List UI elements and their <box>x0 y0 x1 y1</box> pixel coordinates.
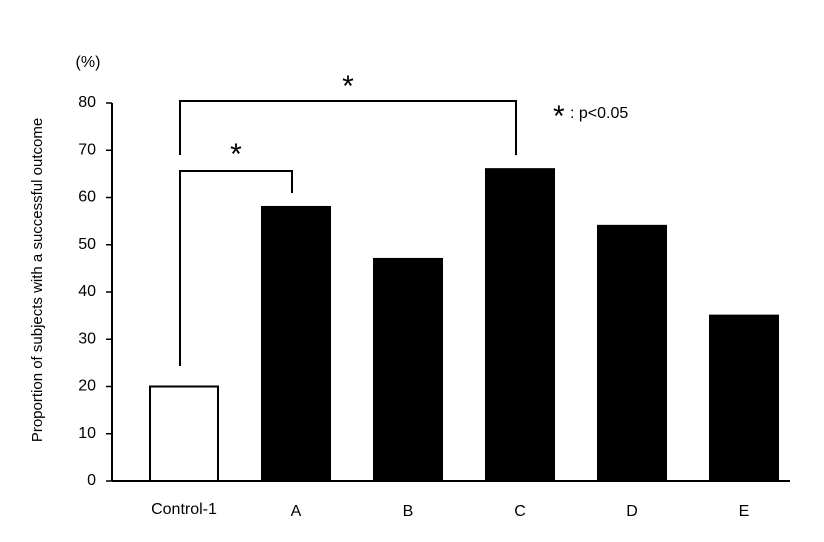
bar <box>373 257 443 482</box>
x-tick-label: A <box>291 503 302 520</box>
y-tick-label: 50 <box>78 236 96 253</box>
significance-bracket <box>179 170 293 366</box>
y-tick-label: 20 <box>78 378 96 395</box>
bar <box>149 385 219 482</box>
significance-star: * <box>230 138 242 171</box>
bar <box>485 168 555 482</box>
bar <box>261 205 331 482</box>
y-tick-label: 80 <box>78 94 96 111</box>
significance-bracket <box>179 100 517 156</box>
note-text: : p<0.05 <box>570 105 628 122</box>
y-axis-label: Proportion of subjects with a successful… <box>29 118 46 442</box>
bar <box>709 314 779 482</box>
y-tick-label: 60 <box>78 189 96 206</box>
y-tick-label: 0 <box>87 472 96 489</box>
x-tick-label: E <box>739 503 750 520</box>
y-unit: (%) <box>76 54 101 71</box>
x-tick-label: Control-1 <box>151 501 217 518</box>
x-tick-label: D <box>626 503 638 520</box>
y-tick-label: 40 <box>78 283 96 300</box>
y-tick-label: 70 <box>78 141 96 158</box>
x-tick-label: B <box>403 503 414 520</box>
bar <box>597 224 667 482</box>
x-tick-label: C <box>514 503 526 520</box>
note-symbol: * <box>553 100 565 133</box>
significance-star: * <box>342 70 354 103</box>
y-tick-label: 30 <box>78 330 96 347</box>
y-tick-label: 10 <box>78 425 96 442</box>
